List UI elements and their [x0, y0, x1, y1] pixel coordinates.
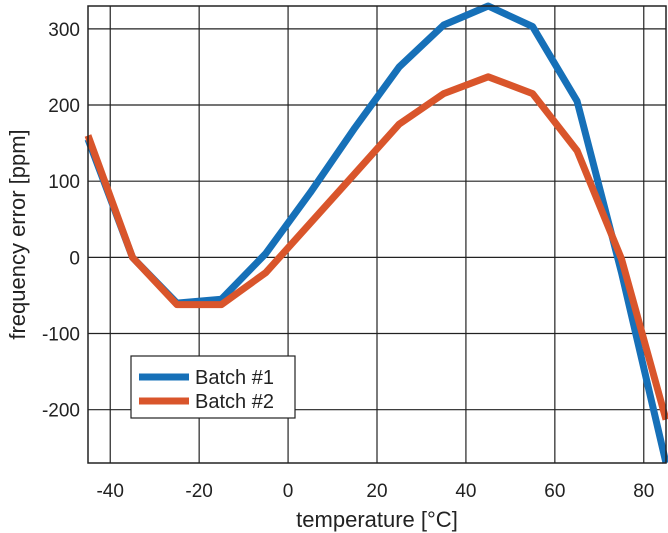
y-tick-labels: -200 -100 0 100 200 300 — [42, 20, 80, 422]
x-tick-label: 60 — [544, 481, 565, 502]
y-tick-label: 0 — [69, 248, 80, 269]
x-axis-label: temperature [°C] — [296, 507, 458, 532]
x-tick-label: -20 — [185, 481, 212, 502]
x-tick-label: 0 — [283, 481, 294, 502]
series-lines — [84, 2, 668, 464]
y-tick-label: 300 — [48, 20, 80, 41]
legend-entry-batch-1: Batch #1 — [195, 367, 274, 389]
grid-lines — [88, 6, 666, 463]
x-tick-label: 40 — [455, 481, 476, 502]
y-axis-label: frequency error [ppm] — [5, 129, 30, 339]
series-line-batch-2 — [84, 73, 668, 421]
plot-frame — [87, 5, 667, 464]
x-tick-labels: -40 -20 0 20 40 60 80 — [96, 481, 654, 502]
y-tick-label: 100 — [48, 172, 80, 193]
y-tick-label: -100 — [42, 325, 80, 346]
legend-box — [130, 355, 296, 419]
x-tick-label: 20 — [366, 481, 387, 502]
legend: Batch #1 Batch #2 — [130, 355, 296, 419]
y-tick-label: -200 — [42, 401, 80, 422]
y-tick-label: 200 — [48, 96, 80, 117]
x-tick-label: 80 — [633, 481, 654, 502]
x-tick-label: -40 — [96, 481, 123, 502]
legend-entry-batch-2: Batch #2 — [195, 391, 274, 413]
